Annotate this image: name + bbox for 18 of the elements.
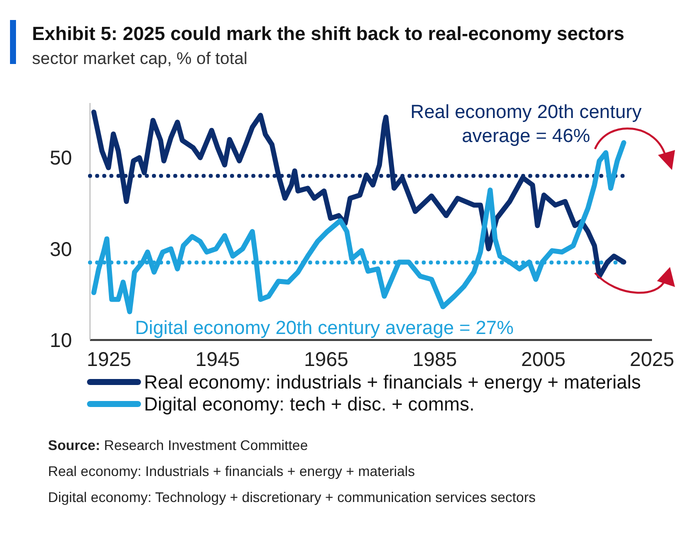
text: Real economy: Industrials + financials + energy + materials bbox=[48, 463, 415, 479]
source-note: Source: Research Investment Committee bbox=[48, 437, 308, 453]
x-tick-label: 1965 bbox=[304, 349, 348, 371]
x-tick-label: 1925 bbox=[86, 349, 132, 371]
y-tick-label: 30 bbox=[50, 238, 72, 261]
chart-subtitle: sector market cap, % of total bbox=[32, 49, 248, 68]
legend-label: Real economy: industrials + financials + energy + materials bbox=[144, 372, 641, 394]
y-tick-label: 10 bbox=[50, 330, 72, 352]
x-tick-label: 2025 bbox=[630, 349, 674, 371]
ref-line-label: Digital economy 20th century average = 27% bbox=[135, 318, 514, 339]
ref-line-label: Real economy 20th century average = 46% bbox=[410, 102, 642, 147]
legend-label: Digital economy: tech + disc. + comms. bbox=[144, 394, 475, 416]
x-tick-label: 1945 bbox=[195, 349, 240, 371]
x-tick-label: 2005 bbox=[521, 349, 566, 371]
y-tick-label: 50 bbox=[50, 148, 72, 170]
x-tick-label: 1985 bbox=[412, 349, 458, 371]
chart-title: Exhibit 5: 2025 could mark the shift back to real-economy sectors bbox=[32, 24, 624, 45]
text: Digital economy: Technology + discretionary + communication services sectors bbox=[48, 489, 536, 505]
